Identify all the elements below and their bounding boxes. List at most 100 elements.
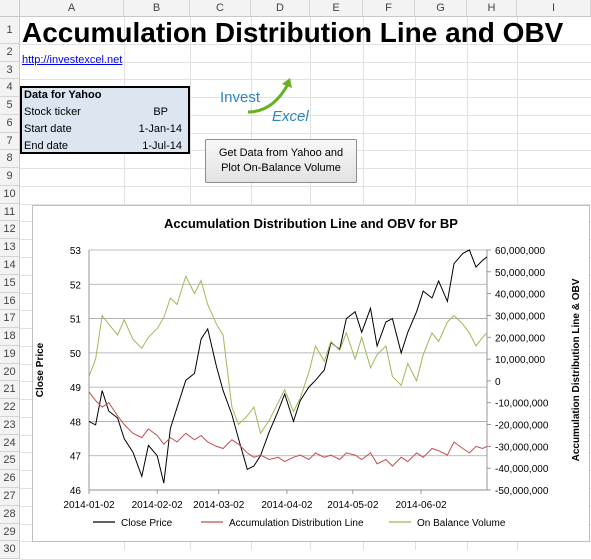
data-box-header: Data for Yahoo	[24, 89, 102, 101]
x-tick-label: 2014-04-02	[261, 500, 313, 511]
chart-title: Accumulation Distribution Line and OBV f…	[164, 216, 458, 231]
y2-tick-label: 30,000,000	[495, 311, 545, 322]
get-data-button[interactable]: Get Data from Yahoo and Plot On-Balance …	[205, 139, 357, 183]
row-gridline	[20, 43, 591, 45]
row-header-10[interactable]: 10	[0, 185, 20, 204]
column-header-f[interactable]: F	[363, 0, 415, 17]
start-date-label: Start date	[24, 123, 72, 135]
y2-tick-label: 60,000,000	[495, 246, 545, 257]
row-header-18[interactable]: 18	[0, 328, 20, 346]
column-header-b[interactable]: B	[124, 0, 190, 17]
obv-line	[88, 274, 488, 435]
y-tick-label: 48	[70, 417, 82, 428]
row-header-23[interactable]: 23	[0, 416, 20, 435]
column-header-d[interactable]: D	[251, 0, 310, 17]
column-header-g[interactable]: G	[415, 0, 467, 17]
data-input-box: Data for Yahoo Stock ticker BP Start dat…	[20, 86, 190, 154]
legend-label-adl-line: Accumulation Distribution Line	[229, 518, 364, 529]
end-date-label: End date	[24, 140, 69, 152]
row-header-11[interactable]: 11	[0, 203, 20, 222]
row-header-2[interactable]: 2	[0, 43, 20, 62]
y-tick-label: 49	[70, 383, 82, 394]
adl-obv-chart: Accumulation Distribution Line and OBV f…	[35, 216, 582, 529]
row-header-8[interactable]: 8	[0, 150, 20, 169]
x-tick-label: 2014-02-02	[132, 500, 184, 511]
row-header-13[interactable]: 13	[0, 239, 20, 257]
column-header-c[interactable]: C	[190, 0, 251, 17]
row-header-28[interactable]: 28	[0, 505, 20, 524]
column-header-a[interactable]: A	[20, 0, 124, 17]
adl-line	[88, 391, 488, 467]
button-line1: Get Data from Yahoo and	[218, 147, 344, 159]
x-tick-label: 2014-01-02	[63, 500, 115, 511]
y2-tick-label: -10,000,000	[495, 399, 549, 410]
chart-area[interactable]: Accumulation Distribution Line and OBV f…	[32, 205, 590, 542]
logo-word-invest: Invest	[220, 89, 261, 106]
row-header-19[interactable]: 19	[0, 345, 20, 364]
y-axis-title: Close Price	[35, 342, 46, 397]
row-header-16[interactable]: 16	[0, 292, 20, 311]
row-header-20[interactable]: 20	[0, 363, 20, 382]
row-gridline	[20, 114, 591, 116]
row-gridline	[20, 185, 591, 187]
row-header-12[interactable]: 12	[0, 221, 20, 240]
row-gridline	[20, 203, 591, 205]
button-line2: Plot On-Balance Volume	[221, 162, 341, 174]
website-link[interactable]: http://investexcel.net	[22, 54, 123, 66]
row-header-1[interactable]: 1	[0, 17, 20, 44]
ticker-label: Stock ticker	[24, 106, 81, 118]
row-header-17[interactable]: 17	[0, 310, 20, 329]
y-tick-label: 53	[70, 246, 82, 257]
column-header-h[interactable]: H	[467, 0, 517, 17]
y-tick-label: 46	[70, 486, 82, 497]
y2-tick-label: -40,000,000	[495, 464, 549, 475]
x-tick-label: 2014-05-02	[327, 500, 379, 511]
row-gridline	[20, 132, 591, 134]
row-header-7[interactable]: 7	[0, 132, 20, 151]
y2-tick-label: 10,000,000	[495, 355, 545, 366]
y2-tick-label: 0	[495, 377, 501, 388]
column-header-e[interactable]: E	[310, 0, 363, 17]
x-tick-label: 2014-03-02	[193, 500, 245, 511]
row-header-29[interactable]: 29	[0, 523, 20, 542]
row-header-24[interactable]: 24	[0, 434, 20, 453]
end-date-value[interactable]: 1-Jul-14	[142, 140, 182, 152]
y-tick-label: 47	[70, 452, 82, 463]
select-all-corner[interactable]	[0, 0, 20, 17]
y2-tick-label: -20,000,000	[495, 421, 549, 432]
row-header-26[interactable]: 26	[0, 470, 20, 489]
investexcel-logo: Invest Excel	[220, 78, 309, 124]
row-header-22[interactable]: 22	[0, 399, 20, 417]
close-price-line	[88, 249, 488, 484]
legend-label-obv-line: On Balance Volume	[417, 518, 506, 529]
y2-tick-label: -50,000,000	[495, 486, 549, 497]
sheet-title: Accumulation Distribution Line and OBV	[22, 17, 564, 48]
y2-tick-label: -30,000,000	[495, 442, 549, 453]
column-header-i[interactable]: I	[517, 0, 591, 17]
row-gridline	[20, 79, 591, 81]
y-tick-label: 51	[70, 315, 82, 326]
row-gridline	[20, 61, 591, 63]
y2-tick-label: 40,000,000	[495, 290, 545, 301]
y-tick-label: 50	[70, 349, 82, 360]
logo-word-excel: Excel	[272, 108, 309, 124]
row-gridline	[20, 97, 591, 99]
y2-tick-label: 20,000,000	[495, 333, 545, 344]
y-tick-label: 52	[70, 280, 82, 291]
row-header-9[interactable]: 9	[0, 168, 20, 186]
row-header-30[interactable]: 30	[0, 541, 20, 560]
row-header-15[interactable]: 15	[0, 274, 20, 293]
row-header-6[interactable]: 6	[0, 114, 20, 133]
row-header-3[interactable]: 3	[0, 61, 20, 80]
row-header-14[interactable]: 14	[0, 257, 20, 275]
ticker-value[interactable]: BP	[153, 106, 168, 118]
start-date-value[interactable]: 1-Jan-14	[138, 123, 182, 135]
row-header-21[interactable]: 21	[0, 381, 20, 400]
legend-label-close-price-line: Close Price	[121, 518, 173, 529]
row-header-4[interactable]: 4	[0, 79, 20, 98]
row-header-5[interactable]: 5	[0, 97, 20, 115]
y2-tick-label: 50,000,000	[495, 268, 545, 279]
row-header-25[interactable]: 25	[0, 452, 20, 471]
row-header-27[interactable]: 27	[0, 488, 20, 506]
